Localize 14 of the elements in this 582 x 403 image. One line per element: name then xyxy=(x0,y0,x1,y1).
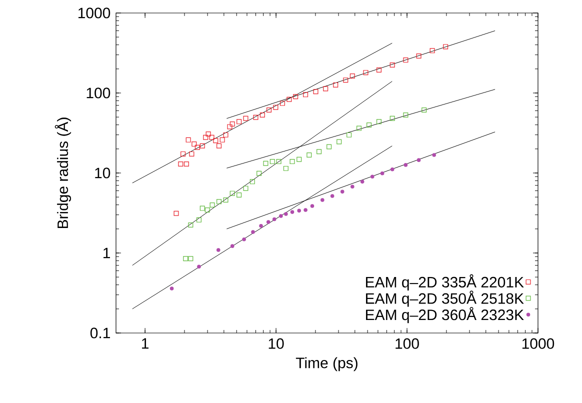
y-tick-label: 0.1 xyxy=(90,328,110,338)
x-tick-label: 1 xyxy=(142,338,148,349)
y-tick-label: 10 xyxy=(95,168,110,178)
x-tick-label: 1000 xyxy=(522,338,554,349)
y-axis-title: Bridge radius (Å) xyxy=(54,118,72,228)
x-tick-label: 100 xyxy=(396,338,419,349)
x-tick-label: 10 xyxy=(268,338,284,349)
legend-label: EAM q–2D 335Å 2201K xyxy=(366,274,524,290)
legend-label: EAM q–2D 360Å 2323K xyxy=(366,306,524,324)
y-tick-label: 1 xyxy=(104,248,110,258)
x-axis-title: Time (ps) xyxy=(296,357,358,372)
y-tick-label: 1000 xyxy=(78,8,110,18)
legend-label: EAM q–2D 350Å 2518K xyxy=(366,290,524,307)
y-tick-label: 100 xyxy=(86,88,110,98)
